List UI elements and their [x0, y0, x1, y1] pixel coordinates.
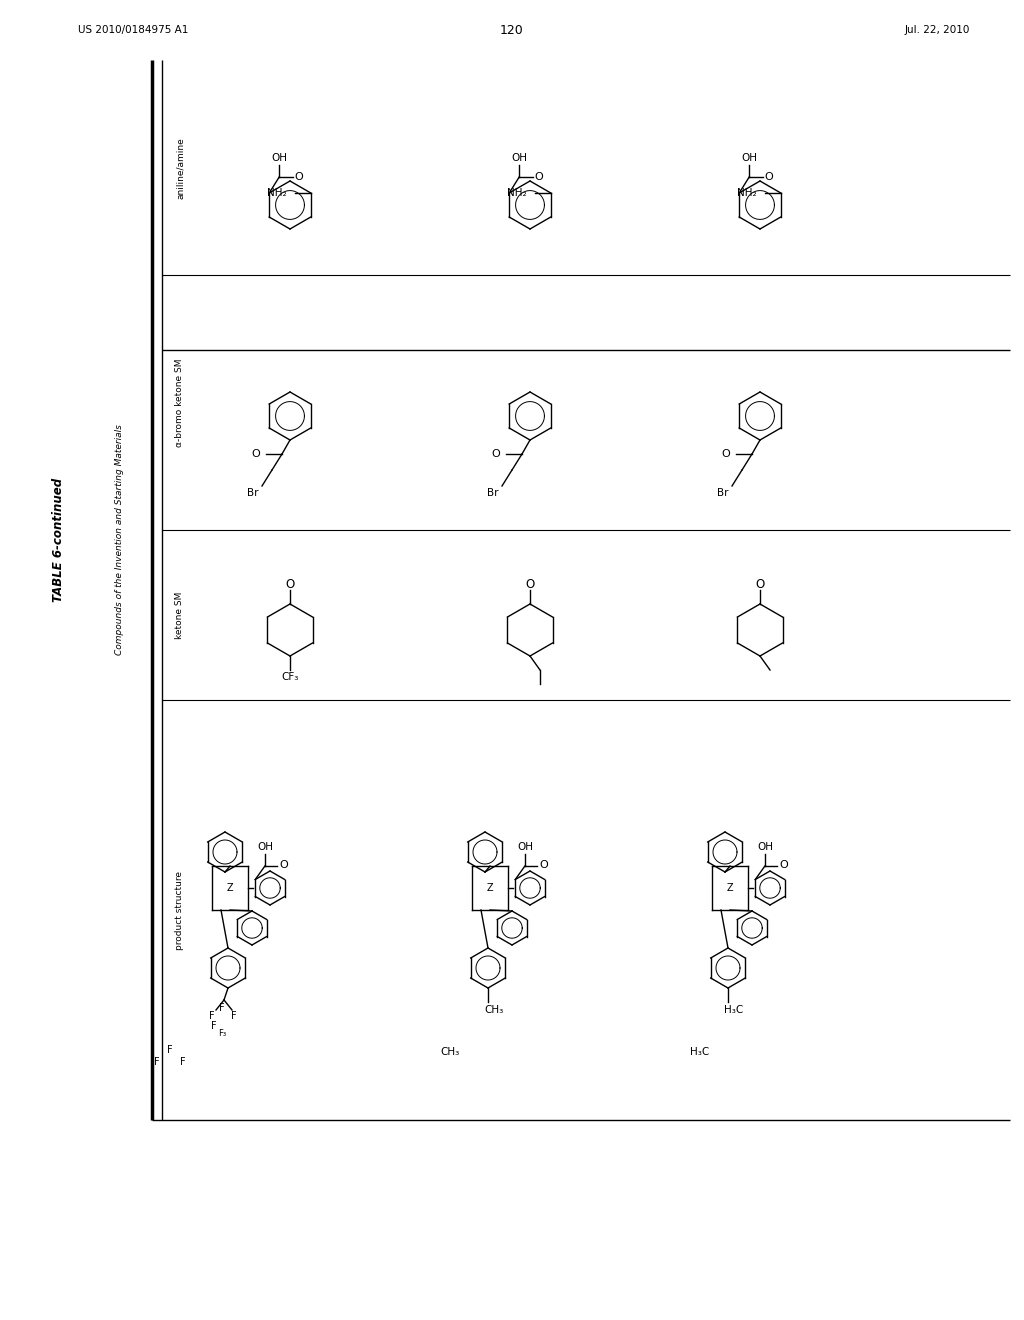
Text: OH: OH — [741, 153, 757, 162]
Text: O: O — [525, 578, 535, 590]
Text: NH₂: NH₂ — [507, 187, 526, 198]
Text: US 2010/0184975 A1: US 2010/0184975 A1 — [78, 25, 188, 36]
Text: F₃: F₃ — [218, 1030, 226, 1039]
Text: Z: Z — [226, 883, 233, 894]
Text: Br: Br — [717, 488, 728, 498]
Text: O: O — [492, 449, 500, 459]
Text: O: O — [286, 578, 295, 590]
Text: O: O — [251, 449, 260, 459]
Text: F: F — [211, 1020, 217, 1031]
Text: Z: Z — [486, 883, 494, 894]
Text: OH: OH — [511, 153, 527, 162]
Text: TABLE 6-continued: TABLE 6-continued — [51, 478, 65, 602]
Text: OH: OH — [257, 842, 273, 853]
Text: F: F — [209, 1011, 215, 1020]
Text: α-bromo ketone SM: α-bromo ketone SM — [175, 359, 184, 447]
Text: NH₂: NH₂ — [737, 187, 757, 198]
Text: Jul. 22, 2010: Jul. 22, 2010 — [904, 25, 970, 36]
Text: F: F — [219, 1003, 225, 1012]
Text: O: O — [756, 578, 765, 590]
Text: product structure: product structure — [175, 870, 184, 949]
Text: Br: Br — [486, 488, 498, 498]
Text: O: O — [279, 861, 288, 870]
Text: O: O — [295, 172, 303, 182]
Text: F: F — [231, 1011, 237, 1020]
Text: F: F — [180, 1057, 185, 1067]
Text: ketone SM: ketone SM — [175, 591, 184, 639]
Text: H₃C: H₃C — [724, 1005, 743, 1015]
Text: Z: Z — [727, 883, 733, 894]
Text: O: O — [765, 172, 773, 182]
Text: O: O — [779, 861, 787, 870]
Text: OH: OH — [271, 153, 287, 162]
Text: CF₃: CF₃ — [282, 672, 299, 682]
Text: OH: OH — [517, 842, 534, 853]
Text: OH: OH — [758, 842, 773, 853]
Text: F: F — [167, 1045, 173, 1055]
Text: aniline/amine: aniline/amine — [175, 137, 184, 199]
Text: H₃C: H₃C — [690, 1047, 710, 1057]
Text: F: F — [155, 1057, 160, 1067]
Text: O: O — [721, 449, 730, 459]
Text: Br: Br — [247, 488, 258, 498]
Text: Compounds of the Invention and Starting Materials: Compounds of the Invention and Starting … — [116, 425, 125, 656]
Text: NH₂: NH₂ — [267, 187, 287, 198]
Text: O: O — [535, 172, 544, 182]
Text: CH₃: CH₃ — [440, 1047, 460, 1057]
Text: O: O — [539, 861, 548, 870]
Text: CH₃: CH₃ — [484, 1005, 503, 1015]
Text: 120: 120 — [500, 24, 524, 37]
